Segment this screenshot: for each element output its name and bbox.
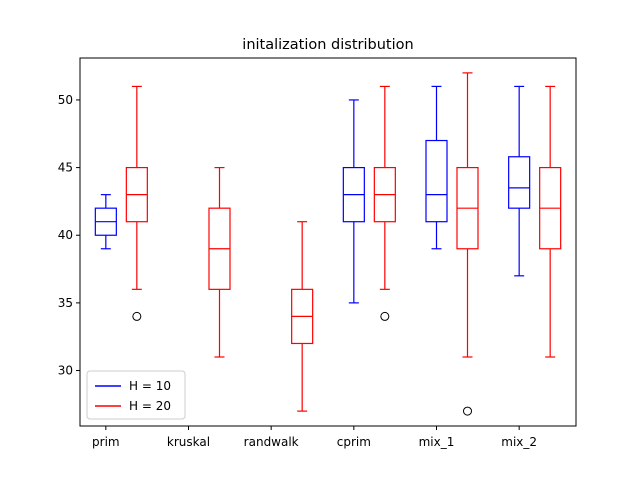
box-iqr — [508, 156, 531, 209]
x-tick-label-cprim: cprim — [337, 435, 371, 449]
box-mix_2-h10 — [508, 85, 531, 277]
x-tick-label-randwalk: randwalk — [244, 435, 299, 449]
plot-area — [94, 72, 562, 416]
box-cprim-h10 — [342, 99, 365, 304]
box-cprim-h20 — [373, 85, 396, 321]
x-tick-label-prim: prim — [92, 435, 120, 449]
box-prim-h20 — [125, 85, 148, 321]
box-kruskal-h20 — [208, 166, 231, 358]
box-mix_2-h20 — [539, 85, 562, 358]
y-tick-label: 30 — [58, 364, 73, 378]
legend: H = 10 H = 20 — [86, 370, 186, 420]
legend-box — [86, 370, 186, 420]
box-prim-h10 — [94, 194, 117, 250]
box-mix_1-h20 — [456, 72, 479, 416]
y-tick-label: 45 — [58, 161, 73, 175]
y-tick-label: 50 — [58, 93, 73, 107]
outlier-point — [463, 406, 472, 416]
box-iqr — [425, 139, 448, 223]
axes-frame — [79, 57, 577, 427]
y-tick-label: 40 — [58, 228, 73, 242]
axes: 30 35 40 45 50 prim kruskal randwalk cprim mix_1 m… — [58, 57, 577, 449]
y-tick-label: 35 — [58, 296, 73, 310]
box-randwalk-h20 — [291, 221, 314, 412]
legend-label: H = 10 — [129, 379, 171, 393]
box-mix_1-h10 — [425, 85, 448, 250]
outlier-point — [132, 311, 142, 321]
legend-label: H = 20 — [129, 399, 171, 413]
x-tick-label-mix_2: mix_2 — [501, 435, 537, 449]
outlier-point — [380, 311, 390, 321]
x-tick-label-mix_1: mix_1 — [419, 435, 455, 449]
chart-title: initalization distribution — [242, 37, 413, 53]
x-tick-label-kruskal: kruskal — [167, 435, 210, 449]
